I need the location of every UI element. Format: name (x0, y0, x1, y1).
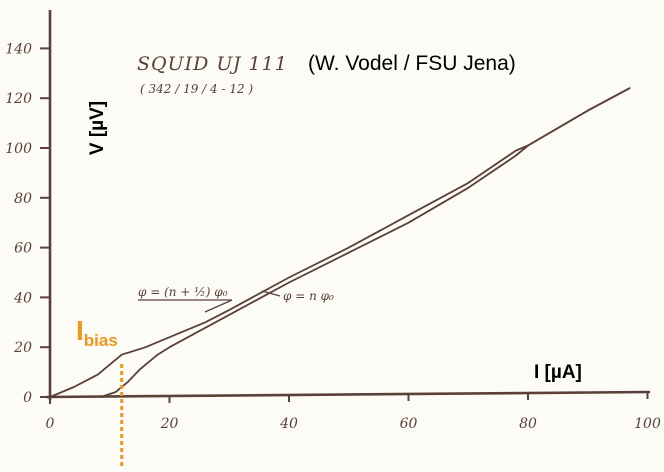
annotation-half-flux: φ = (n + ½) φ₀ (138, 285, 233, 313)
y-tick-label: 40 (13, 290, 32, 306)
x-tick-label: 40 (279, 416, 298, 432)
annotation-integer-flux: φ = n φ₀ (261, 289, 334, 303)
x-axis-label: I [µA] (534, 362, 582, 383)
series-line-0 (49, 87, 631, 398)
ibias-label-main: I (76, 315, 84, 346)
annotation-integer-flux-leader (261, 290, 281, 297)
annotation-integer-flux-text: φ = n φ₀ (283, 289, 334, 303)
annotation-half-flux-text: φ = (n + ½) φ₀ (138, 285, 228, 299)
chart-subtitle: ( 342 / 19 / 4 - 12 ) (140, 82, 253, 96)
x-axis-line (45, 390, 651, 399)
y-tick-label: 120 (5, 91, 32, 107)
x-tick-label: 20 (160, 416, 179, 432)
x-ticks: 0 20 40 60 80 100 (46, 392, 661, 432)
x-tick-label: 100 (634, 416, 661, 432)
y-tick-label: 80 (14, 191, 32, 207)
x-tick-label: 80 (519, 416, 537, 432)
y-tick-label: 140 (5, 41, 32, 57)
series-line-1 (99, 87, 631, 398)
annotation-half-flux-leader (204, 299, 233, 313)
y-tick-label: 60 (14, 241, 32, 257)
ibias-label: Ibias (76, 315, 118, 350)
x-tick-label: 0 (46, 416, 55, 432)
series-group (49, 87, 631, 398)
y-tick-label: 100 (5, 141, 32, 157)
y-tick-label: 0 (23, 390, 32, 406)
chart-title: SQUID UJ 111 (137, 53, 288, 75)
x-tick-label: 60 (400, 416, 418, 432)
attribution: (W. Vodel / FSU Jena) (308, 52, 516, 75)
y-ticks: 0 20 40 60 80 100 120 140 (5, 41, 50, 406)
ibias-label-sub: bias (84, 331, 118, 350)
y-tick-label: 20 (13, 340, 32, 356)
y-axis-label: V [µV] (87, 101, 108, 155)
